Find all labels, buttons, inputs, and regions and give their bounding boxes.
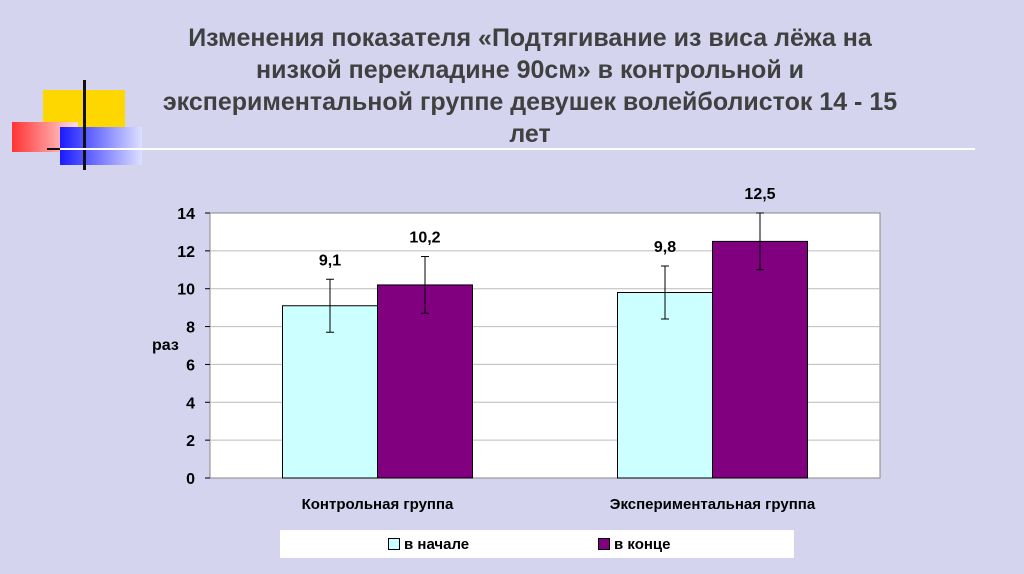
x-tick-label: Контрольная группа	[302, 496, 454, 513]
legend-swatch-start	[388, 538, 400, 550]
legend: в начале в конце	[280, 530, 794, 558]
data-label: 12,5	[744, 186, 775, 203]
legend-label-end: в конце	[614, 535, 671, 553]
bars: 9,1 10,2 9,8 12,5	[282, 186, 808, 479]
legend-item-start: в начале	[388, 536, 469, 553]
y-tick-label: 4	[186, 395, 195, 412]
legend-label-start: в начале	[404, 535, 470, 553]
y-tick-label: 14	[177, 206, 195, 223]
y-tick-label: 0	[186, 471, 195, 488]
y-tick-label: 6	[186, 357, 195, 374]
y-tick-label: 2	[186, 433, 195, 450]
y-tick-label: 8	[186, 320, 195, 337]
y-tick-label: 10	[177, 282, 195, 299]
y-tick-label: 12	[177, 244, 195, 261]
data-label: 10,2	[409, 230, 440, 247]
bar	[712, 240, 808, 479]
bar	[617, 292, 713, 479]
bar	[282, 305, 378, 479]
y-ticks: 0 2 4 6 8 10 12 14	[177, 206, 210, 488]
title-underline	[60, 148, 975, 150]
x-labels: Контрольная группа Экспериментальная груп…	[302, 496, 816, 513]
bar	[377, 284, 473, 479]
data-label: 9,8	[654, 239, 676, 256]
x-tick-label: Экспериментальная группа	[610, 496, 816, 513]
data-label: 9,1	[319, 252, 341, 269]
slide-title: Изменения показателя «Подтягивание из ви…	[162, 24, 898, 148]
legend-item-end: в конце	[598, 536, 670, 553]
legend-swatch-end	[598, 538, 610, 550]
y-axis-label: раз	[152, 337, 179, 354]
